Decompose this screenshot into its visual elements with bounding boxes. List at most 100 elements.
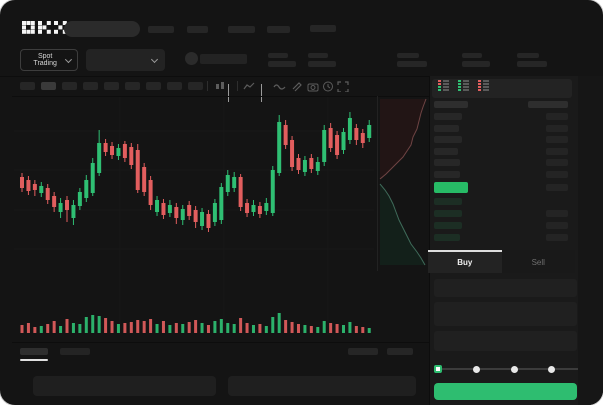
price-field[interactable]	[434, 279, 577, 297]
bid-price-bar[interactable]	[434, 198, 462, 205]
slider-stop[interactable]	[511, 366, 518, 373]
bottom-action-1[interactable]	[348, 348, 378, 355]
wave-icon[interactable]	[273, 81, 286, 92]
chart-bottom-divider	[12, 342, 430, 343]
stat-3-label	[397, 53, 419, 58]
candle-type-icon[interactable]	[214, 81, 226, 92]
chart-depth-divider	[377, 96, 378, 271]
camera-icon[interactable]	[307, 81, 319, 92]
header-divider	[0, 76, 603, 77]
ask-price-bar[interactable]	[434, 113, 462, 120]
slider-stop[interactable]	[548, 366, 555, 373]
ob-header-right	[528, 101, 568, 108]
depth-asks	[379, 98, 427, 180]
timeframe-8[interactable]	[167, 82, 182, 90]
slider-stop-active[interactable]	[434, 365, 442, 373]
bid-price-bar[interactable]	[434, 222, 462, 229]
chart-panel-divider	[429, 76, 430, 405]
ask-amount-bar	[546, 125, 568, 132]
okx-logo[interactable]	[22, 21, 67, 34]
timeframe-2-active[interactable]	[41, 82, 56, 90]
orderbook-asks-icon[interactable]	[477, 79, 490, 92]
amount-field[interactable]	[434, 302, 577, 326]
orderbook-both-icon[interactable]	[437, 79, 450, 92]
coin-avatar	[185, 52, 198, 65]
orderbook-bids-icon[interactable]	[457, 79, 470, 92]
candles-and-volume	[14, 97, 374, 335]
orderbook-toolbar	[432, 79, 572, 98]
depth-bids	[379, 183, 426, 266]
ask-amount-bar	[546, 113, 568, 120]
stat-1-label	[268, 53, 288, 58]
market-selector-button[interactable]: Spot Trading	[20, 49, 78, 71]
depth-chart[interactable]	[376, 95, 430, 270]
ask-price-bar[interactable]	[434, 159, 460, 166]
stat-2-value	[308, 61, 336, 67]
clock-icon[interactable]	[322, 81, 334, 92]
last-price-row[interactable]	[434, 182, 468, 193]
bid-amount-bar	[546, 210, 568, 217]
indicator-icon[interactable]	[243, 81, 255, 92]
buy-submit-button[interactable]	[434, 383, 577, 400]
chevron-down-icon[interactable]	[261, 84, 273, 102]
bid-price-bar[interactable]	[434, 234, 460, 241]
tab-sell[interactable]: Sell	[501, 250, 575, 273]
price-row-amount-bar	[546, 184, 568, 191]
timeframe-5[interactable]	[104, 82, 119, 90]
nav-item-4[interactable]	[267, 26, 290, 33]
ask-price-bar[interactable]	[434, 171, 460, 178]
tab-buy[interactable]: Buy	[428, 250, 502, 273]
ask-price-bar[interactable]	[434, 148, 458, 155]
timeframe-6[interactable]	[125, 82, 140, 90]
candlestick-chart[interactable]	[12, 95, 376, 338]
active-tab-underline	[20, 359, 48, 361]
timeframe-9[interactable]	[188, 82, 203, 90]
timeframe-3[interactable]	[62, 82, 77, 90]
nav-item-3[interactable]	[228, 26, 255, 33]
total-field[interactable]	[434, 331, 577, 351]
ask-amount-bar	[546, 159, 568, 166]
bid-price-bar[interactable]	[434, 210, 462, 217]
nav-item-5[interactable]	[310, 25, 336, 32]
draw-pencil-icon[interactable]	[291, 81, 303, 92]
trade-tabs: Buy Sell	[428, 250, 575, 273]
stat-1-value	[268, 61, 296, 67]
nav-item-2[interactable]	[187, 26, 208, 33]
orderbook-panel: Buy Sell	[428, 76, 603, 405]
bid-amount-bar	[546, 234, 568, 241]
ob-header-left	[434, 101, 468, 108]
toolbar-divider-line	[12, 96, 430, 97]
stat-5-label	[517, 53, 539, 58]
stat-2-label	[308, 53, 328, 58]
ask-amount-bar	[546, 148, 568, 155]
bid-amount-bar	[546, 222, 568, 229]
ask-price-bar[interactable]	[434, 136, 462, 143]
search-input[interactable]	[64, 21, 140, 37]
stat-4-value	[462, 61, 490, 67]
bottom-action-2[interactable]	[387, 348, 413, 355]
chevron-down-icon	[65, 55, 73, 63]
bottom-tab-2[interactable]	[60, 348, 90, 355]
stat-4-label	[462, 53, 482, 58]
slider-stop[interactable]	[473, 366, 480, 373]
bottom-panel-2[interactable]	[228, 376, 416, 396]
pair-dropdown[interactable]	[86, 49, 165, 71]
timeframe-7[interactable]	[146, 82, 161, 90]
toolbar-divider	[207, 81, 208, 91]
timeframe-4[interactable]	[83, 82, 98, 90]
fullscreen-icon[interactable]	[337, 81, 349, 92]
toolbar-divider	[237, 81, 238, 91]
panel-right-gutter	[578, 76, 603, 405]
chevron-down-icon	[150, 55, 159, 63]
bottom-tab-1-active[interactable]	[20, 348, 48, 355]
bottom-panel-1[interactable]	[33, 376, 216, 396]
nav-item-1[interactable]	[148, 26, 174, 33]
market-selector-label: Spot Trading	[33, 53, 57, 67]
timeframe-1[interactable]	[20, 82, 35, 90]
ask-amount-bar	[546, 136, 568, 143]
ask-amount-bar	[546, 171, 568, 178]
stat-5-value	[517, 61, 547, 67]
ask-price-bar[interactable]	[434, 125, 459, 132]
chevron-down-icon[interactable]	[228, 84, 240, 102]
